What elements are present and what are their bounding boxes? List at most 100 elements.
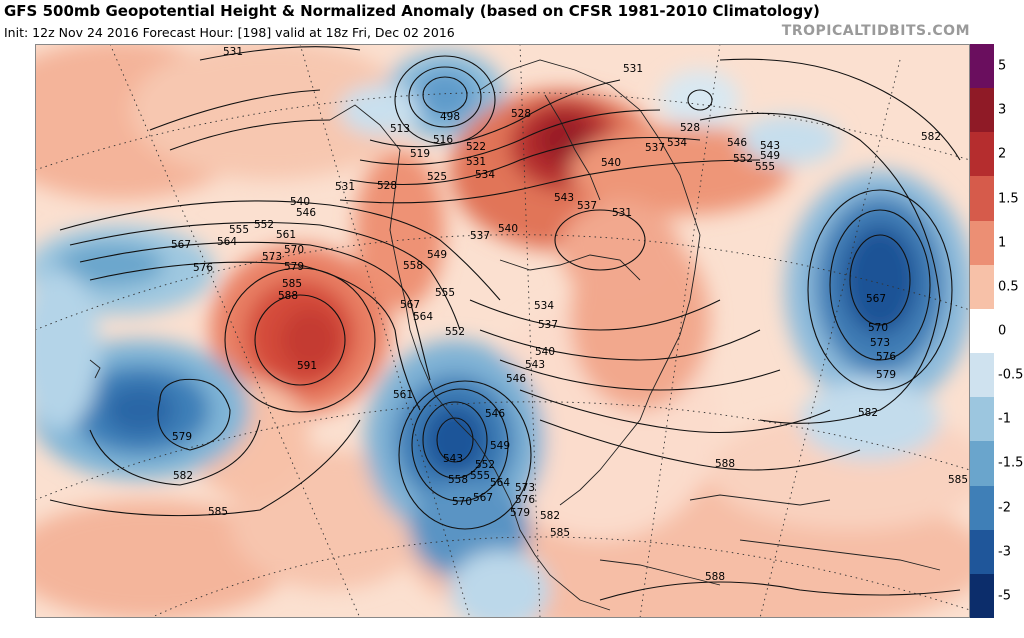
contour-label: 555	[435, 287, 455, 299]
contour-label: 534	[475, 169, 495, 181]
contour-label: 579	[510, 507, 530, 519]
colorbar-tick-label: -3	[998, 544, 1011, 560]
colorbar-swatch	[970, 485, 994, 531]
contour-label: 540	[498, 223, 518, 235]
anomaly-map: 5314985135165195225255285285315315345315…	[35, 44, 970, 618]
colorbar-swatch	[970, 441, 994, 487]
contour-label-layer: 5314985135165195225255285285315315345315…	[171, 46, 968, 583]
colorbar-swatch	[970, 264, 994, 310]
contour-label: 540	[290, 196, 310, 208]
contour-label: 537	[538, 319, 558, 331]
contour-label: 570	[452, 496, 472, 508]
colorbar-tick-label: 5	[998, 58, 1007, 74]
contour-label: 546	[727, 137, 747, 149]
contour-label: 534	[534, 300, 554, 312]
contour-label: 552	[254, 219, 274, 231]
colorbar-tick-label: -1	[998, 411, 1011, 427]
contour-label: 585	[550, 527, 570, 539]
contour-label: 576	[193, 262, 213, 274]
coastlines	[89, 59, 941, 611]
contour-label: 555	[229, 224, 249, 236]
contour-label: 558	[403, 260, 423, 272]
contour-label: 585	[282, 278, 302, 290]
contour-label: 537	[645, 142, 665, 154]
contour-label: 570	[868, 322, 888, 334]
contour-label: 531	[466, 156, 486, 168]
colorbar-swatch	[970, 176, 994, 222]
contour-label: 567	[473, 492, 493, 504]
colorbar-tick-label: 1.5	[998, 191, 1019, 207]
contour-label: 573	[870, 337, 890, 349]
contour-label: 567	[866, 293, 886, 305]
colorbar-swatch	[970, 573, 994, 619]
colorbar-swatch	[970, 529, 994, 575]
contour-label: 579	[172, 431, 192, 443]
contour-label: 549	[427, 249, 447, 261]
contour-label: 513	[390, 123, 410, 135]
contour-label: 582	[173, 470, 193, 482]
site-brand: TROPICALTIDBITS.COM	[781, 23, 970, 39]
contour-label: 531	[335, 181, 355, 193]
contour-label: 519	[410, 148, 430, 160]
contour-label: 552	[475, 459, 495, 471]
contour-label: 558	[448, 474, 468, 486]
contour-label: 561	[276, 229, 296, 241]
contour-label: 543	[525, 359, 545, 371]
colorbar-swatch	[970, 353, 994, 398]
contour-label: 561	[393, 389, 413, 401]
contour-label: 588	[278, 290, 298, 302]
contour-label: 576	[515, 494, 535, 506]
contour-label: 582	[921, 131, 941, 143]
colorbar-swatch	[970, 220, 994, 266]
colorbar-tick-label: -0.5	[998, 367, 1024, 383]
contour-label: 528	[511, 108, 531, 120]
colorbar-tick-label: 0	[998, 323, 1007, 339]
contour-label: 564	[490, 477, 510, 489]
contour-label: 534	[667, 137, 687, 149]
contour-label: 576	[876, 351, 896, 363]
contour-label: 567	[171, 239, 191, 251]
contour-label: 579	[876, 369, 896, 381]
contour-label: 549	[490, 440, 510, 452]
graticule	[35, 44, 970, 618]
contour-label: 564	[413, 311, 433, 323]
colorbar-swatch	[970, 132, 994, 177]
contour-label: 564	[217, 236, 237, 248]
contour-label: 546	[296, 207, 316, 219]
contour-label: 579	[284, 261, 304, 273]
colorbar-swatch	[970, 88, 994, 133]
colorbar-swatch	[970, 308, 994, 354]
colorbar-tick-label: 2	[998, 146, 1007, 162]
contour-label: 552	[445, 326, 465, 338]
anomaly-colorbar	[970, 44, 994, 619]
contour-label: 573	[262, 251, 282, 263]
anomaly-field	[35, 44, 970, 618]
contour-label: 555	[470, 470, 490, 482]
contour-label: 546	[506, 373, 526, 385]
contour-label: 531	[623, 63, 643, 75]
contour-label: 573	[515, 482, 535, 494]
colorbar-tick-label: -5	[998, 588, 1011, 604]
chart-subtitle: Init: 12z Nov 24 2016 Forecast Hour: [19…	[4, 25, 455, 40]
contour-label: 531	[612, 207, 632, 219]
colorbar-swatch	[970, 44, 994, 89]
contour-label: 585	[208, 506, 228, 518]
height-contours	[49, 46, 961, 601]
contour-label: 516	[433, 134, 453, 146]
contour-label: 531	[223, 46, 243, 58]
contour-label: 570	[284, 244, 304, 256]
contour-label: 543	[443, 453, 463, 465]
contour-label: 543	[554, 192, 574, 204]
contour-label: 585	[948, 474, 968, 486]
contour-label: 588	[715, 458, 735, 470]
colorbar-swatch	[970, 397, 994, 442]
contour-label: 540	[601, 157, 621, 169]
colorbar-tick-label: -1.5	[998, 455, 1024, 471]
contour-label: 498	[440, 111, 460, 123]
contour-label: 552	[733, 153, 753, 165]
contour-label: 549	[760, 150, 780, 162]
contour-label: 525	[427, 171, 447, 183]
contour-label: 591	[297, 360, 317, 372]
contour-label: 567	[400, 299, 420, 311]
contour-label: 537	[577, 200, 597, 212]
